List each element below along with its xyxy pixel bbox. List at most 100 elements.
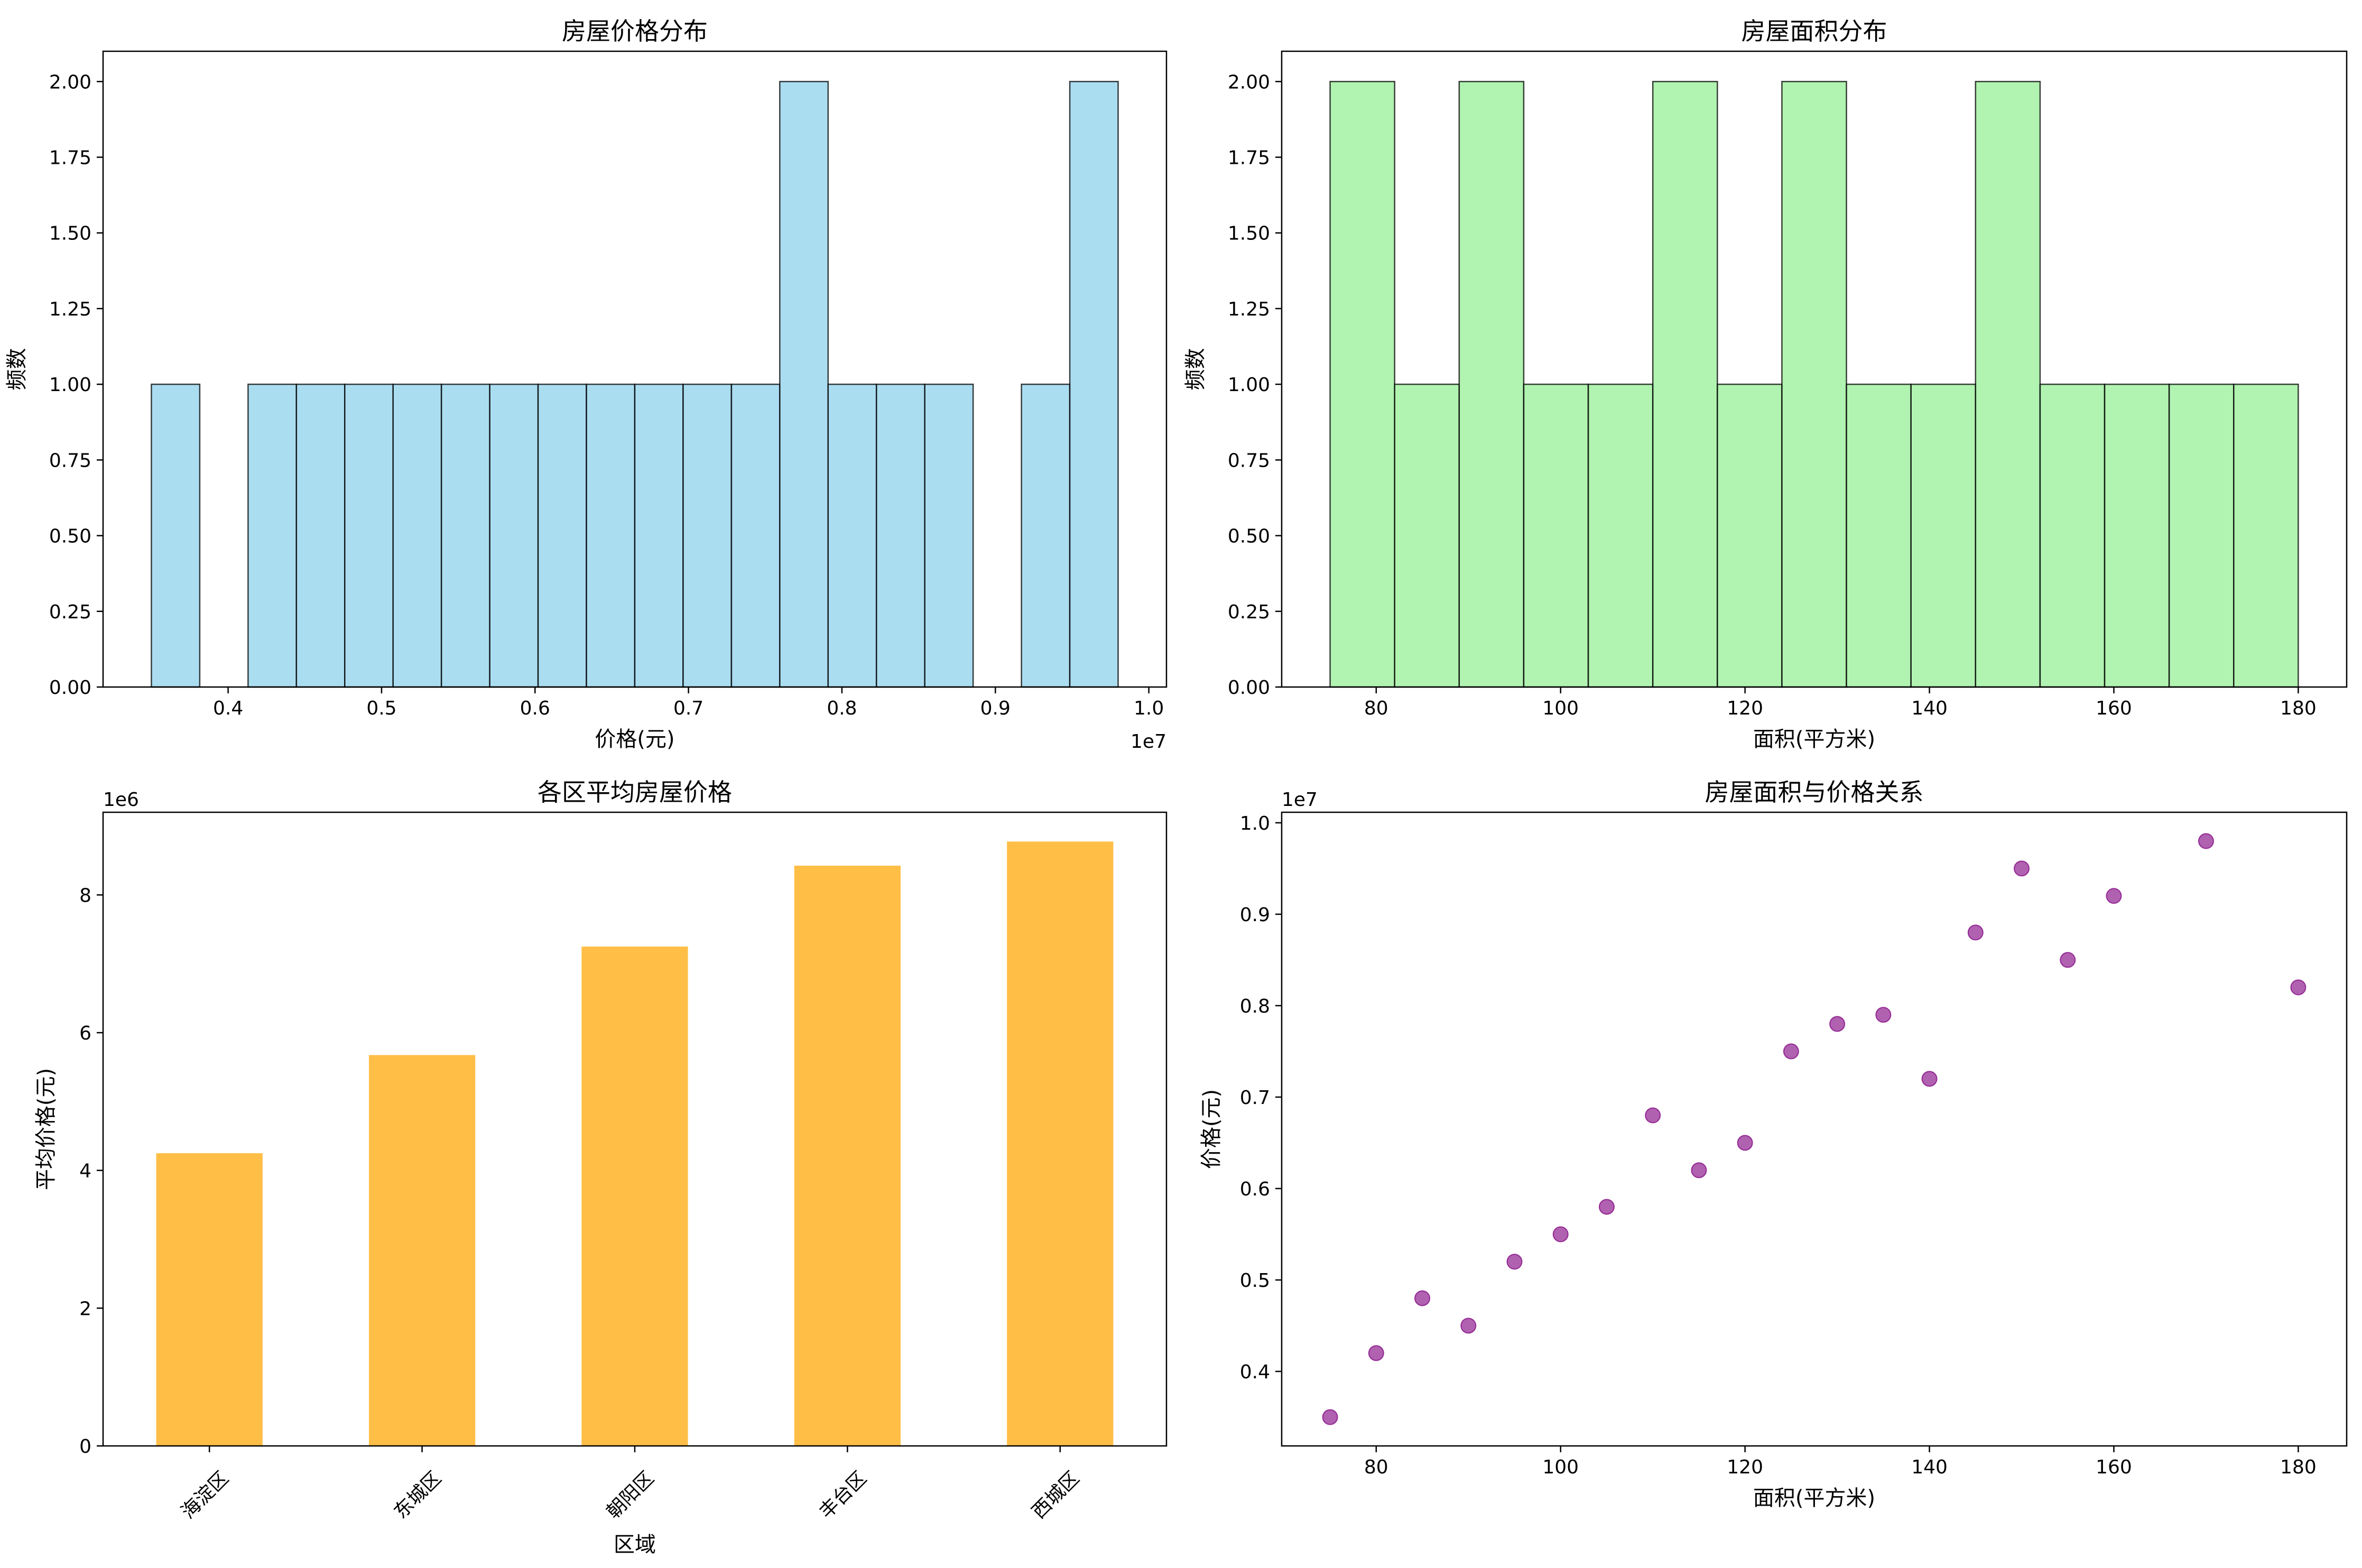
y-tick-label: 0.4 — [1240, 1361, 1270, 1383]
y-tick-label: 2.00 — [49, 71, 91, 93]
scatter-point — [1783, 1043, 1799, 1060]
y-tick-label: 1.50 — [49, 223, 91, 245]
scatter-point — [1737, 1135, 1753, 1151]
y-tick-label: 8 — [79, 885, 91, 906]
histogram-bar — [489, 383, 539, 688]
y-tick-label: 0.00 — [1228, 677, 1270, 699]
histogram-bar — [344, 383, 394, 688]
histogram-bar — [1846, 383, 1912, 688]
scatter-point — [1691, 1162, 1707, 1179]
y-tick-label: 0.75 — [49, 450, 91, 471]
y-tick-label: 0.25 — [49, 601, 91, 623]
y-tick-label: 1.25 — [49, 299, 91, 320]
scatter-point — [2198, 833, 2214, 849]
chart-title: 各区平均房屋价格 — [538, 778, 732, 806]
x-tick-label: 80 — [1364, 698, 1388, 719]
y-tick-label: 1.75 — [1228, 147, 1270, 169]
x-axis-label: 区域 — [614, 1533, 656, 1557]
histogram-bar — [586, 383, 636, 688]
scatter-point — [1322, 1409, 1338, 1425]
x-tick-label: 120 — [1727, 698, 1763, 719]
x-tick-label: 海淀区 — [177, 1467, 233, 1523]
bar-西城区 — [1007, 841, 1114, 1446]
axes-frame — [1281, 50, 2348, 688]
y-axis-label: 平均价格(元) — [34, 1068, 58, 1190]
axes-frame — [1281, 811, 2348, 1447]
y-tick-label: 2 — [79, 1298, 91, 1320]
scatter-point — [1368, 1345, 1384, 1361]
x-tick-label: 160 — [2096, 698, 2132, 719]
x-tick-label: 140 — [1911, 1456, 1948, 1478]
scatter-point — [1598, 1199, 1615, 1215]
y-tick-label: 1.0 — [1240, 813, 1270, 834]
scatter-point — [2290, 979, 2307, 996]
y-tick-label: 0.75 — [1228, 450, 1270, 471]
y-tick-label: 1.00 — [1228, 374, 1270, 396]
scatter-point — [2060, 952, 2076, 968]
scatter-point — [1460, 1318, 1477, 1334]
y-offset-label: 1e7 — [1282, 789, 1318, 811]
scatter-point — [1414, 1290, 1431, 1306]
x-tick-label: 180 — [2280, 1456, 2317, 1478]
x-tick-label: 0.9 — [980, 698, 1011, 719]
y-offset-label: 1e6 — [103, 789, 139, 811]
y-tick-label: 0.8 — [1240, 996, 1270, 1017]
y-tick-label: 0.50 — [49, 526, 91, 548]
y-axis-label: 频数 — [1183, 348, 1208, 391]
histogram-bar — [2168, 383, 2235, 688]
x-tick-label: 100 — [1542, 1456, 1579, 1478]
histogram-bar — [2233, 383, 2299, 688]
bar-朝阳区 — [581, 947, 688, 1446]
y-axis-label: 价格(元) — [1199, 1089, 1224, 1169]
y-tick-label: 0.9 — [1240, 904, 1270, 926]
scatter-point — [2106, 888, 2122, 904]
axes-frame — [102, 50, 1168, 688]
x-tick-label: 东城区 — [390, 1467, 446, 1523]
histogram-bar — [1329, 81, 1395, 688]
scatter-point — [1645, 1107, 1661, 1124]
x-tick-label: 西城区 — [1028, 1467, 1083, 1523]
x-tick-label: 0.6 — [520, 698, 550, 719]
x-axis-label: 价格(元) — [595, 727, 674, 751]
chart-title: 房屋面积分布 — [1742, 17, 1887, 45]
x-tick-label: 0.4 — [213, 698, 243, 719]
x-tick-label: 0.8 — [827, 698, 857, 719]
histogram-bar — [876, 383, 925, 688]
scatter-point — [2014, 860, 2030, 877]
y-tick-label: 0.5 — [1240, 1270, 1270, 1292]
histogram-bar — [537, 383, 587, 688]
histogram-bar — [392, 383, 442, 688]
histogram-bar — [151, 383, 201, 688]
x-tick-label: 120 — [1727, 1456, 1763, 1478]
y-tick-label: 0 — [79, 1436, 91, 1458]
y-tick-label: 2.00 — [1228, 71, 1270, 93]
chart-title: 房屋价格分布 — [562, 17, 708, 45]
y-tick-label: 1.75 — [49, 147, 91, 169]
histogram-bar — [1458, 81, 1525, 688]
y-tick-label: 0.7 — [1240, 1087, 1270, 1109]
y-tick-label: 0.6 — [1240, 1179, 1270, 1200]
histogram-bar — [924, 383, 974, 688]
histogram-bar — [1021, 383, 1071, 688]
x-tick-label: 朝阳区 — [603, 1467, 658, 1523]
y-tick-label: 4 — [79, 1161, 91, 1182]
histogram-bar — [1587, 383, 1654, 688]
histogram-bar — [1910, 383, 1977, 688]
chart-title: 房屋面积与价格关系 — [1705, 778, 1924, 806]
bar-丰台区 — [794, 866, 901, 1446]
scatter-point — [1967, 924, 1984, 941]
x-tick-label: 180 — [2280, 698, 2317, 719]
histogram-bar — [1781, 81, 1847, 688]
histogram-bar — [1975, 81, 2041, 688]
y-tick-label: 0.25 — [1228, 601, 1270, 623]
histogram-bar — [1523, 383, 1589, 688]
x-tick-label: 0.5 — [366, 698, 396, 719]
histogram-bar — [2039, 383, 2106, 688]
histogram-bar — [295, 383, 346, 688]
bar-东城区 — [369, 1055, 476, 1446]
x-axis-label: 面积(平方米) — [1753, 1486, 1875, 1510]
y-axis-label: 频数 — [5, 348, 29, 391]
y-tick-label: 6 — [79, 1023, 91, 1044]
